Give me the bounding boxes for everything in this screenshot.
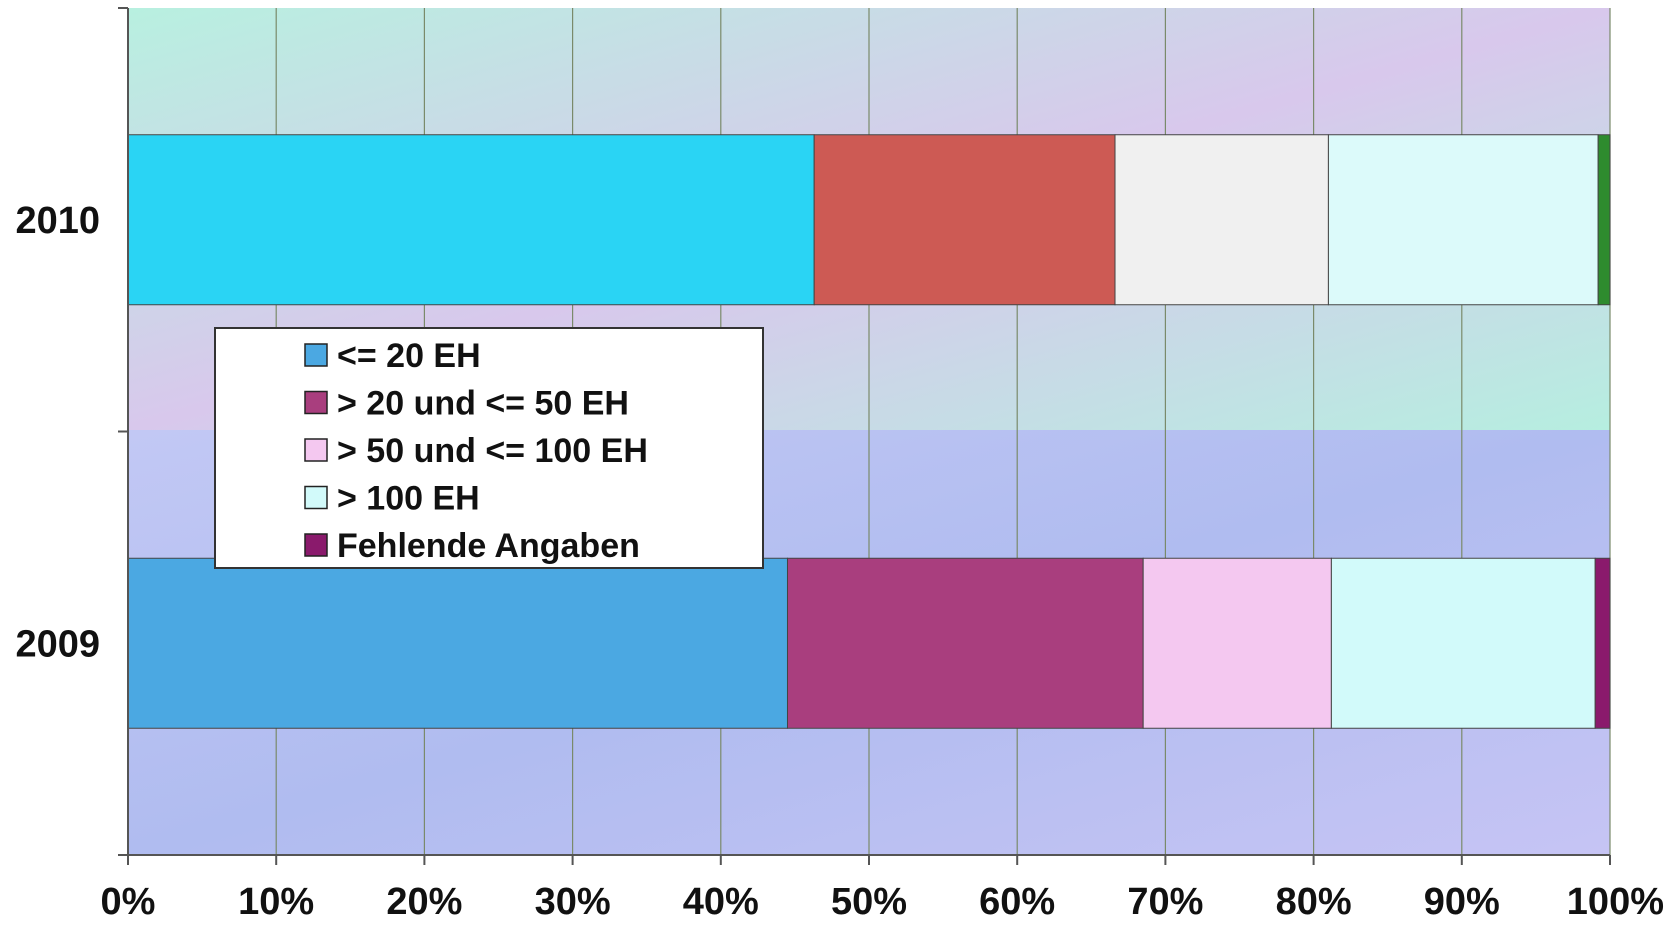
bar-segment bbox=[127, 134, 815, 306]
x-tick-label: 90% bbox=[1424, 881, 1500, 923]
x-tick-label: 70% bbox=[1127, 881, 1203, 923]
x-tick-label: 60% bbox=[979, 881, 1055, 923]
legend: <= 20 EH > 20 und <= 50 EH > 50 und <= 100… bbox=[214, 327, 764, 569]
legend-swatch bbox=[304, 533, 328, 557]
legend-label: > 50 und <= 100 EH bbox=[337, 432, 648, 470]
legend-swatch bbox=[304, 485, 328, 510]
bar-segment bbox=[786, 557, 1144, 729]
x-tick-label: 50% bbox=[831, 881, 907, 923]
category-labels: 2010 2009 bbox=[15, 200, 100, 666]
bar-segment bbox=[1114, 134, 1329, 306]
legend-label: Fehlende Angaben bbox=[337, 527, 640, 565]
legend-swatch bbox=[304, 438, 328, 462]
category-label: 2009 bbox=[15, 623, 100, 665]
bar-segment bbox=[1327, 134, 1599, 306]
bar-segment bbox=[1142, 557, 1332, 729]
x-tick-label: 10% bbox=[238, 881, 314, 923]
x-tick-label: 20% bbox=[386, 881, 462, 923]
bar-segment bbox=[1594, 557, 1611, 729]
bar-segment bbox=[813, 134, 1116, 306]
legend-label: > 20 und <= 50 EH bbox=[337, 385, 629, 423]
bar-segment bbox=[1597, 134, 1611, 306]
x-tick-label: 100% bbox=[1567, 881, 1664, 923]
x-tick-label: 40% bbox=[683, 881, 759, 923]
legend-swatch bbox=[304, 390, 328, 415]
legend-swatch bbox=[304, 343, 328, 367]
x-axis-tick-labels: 0% 10% 20% 30% 40% 50% 60% 70% 80% 90% 100% bbox=[101, 855, 1664, 923]
category-label: 2010 bbox=[15, 200, 100, 242]
bar-segment bbox=[1330, 557, 1596, 729]
legend-label: > 100 EH bbox=[337, 480, 480, 518]
bar-segment bbox=[127, 557, 788, 729]
x-tick-label: 0% bbox=[101, 881, 156, 923]
legend-label: <= 20 EH bbox=[337, 337, 481, 375]
x-tick-label: 30% bbox=[535, 881, 611, 923]
x-tick-label: 80% bbox=[1276, 881, 1352, 923]
bars bbox=[127, 134, 1611, 729]
